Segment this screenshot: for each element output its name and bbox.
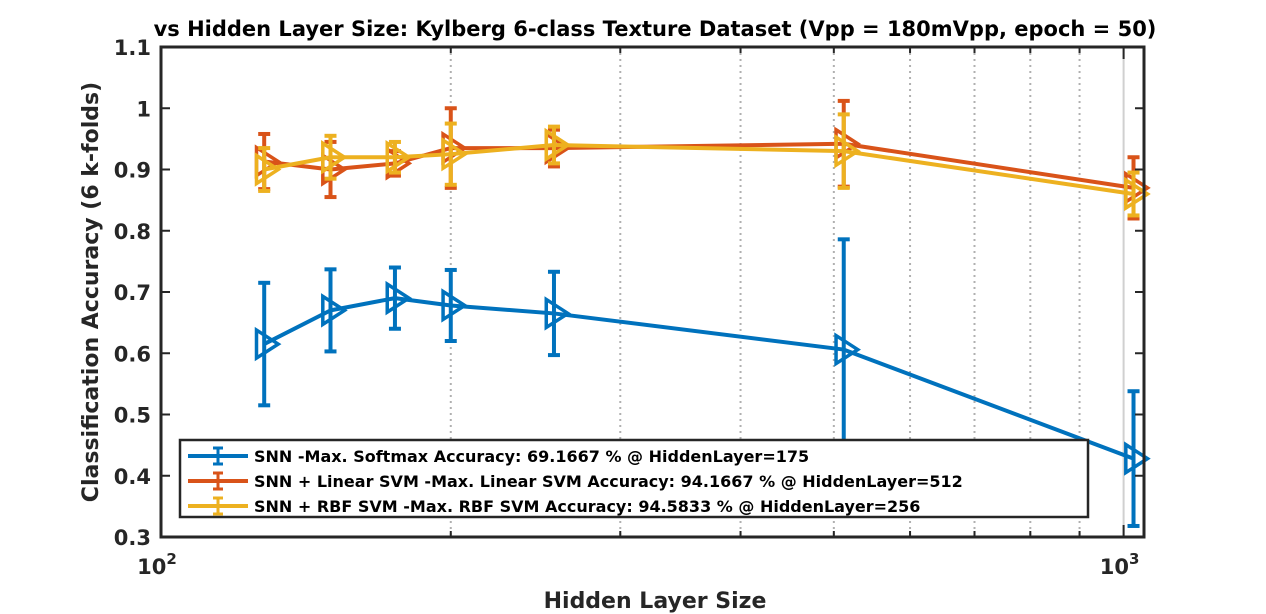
series-1 (254, 237, 1151, 528)
data-point (834, 332, 861, 367)
data-point (1124, 441, 1151, 476)
y-tick-label: 0.4 (114, 465, 151, 489)
chart-title: vs Hidden Layer Size: Kylberg 6-class Te… (154, 17, 1157, 41)
data-point (544, 127, 572, 163)
data-point (834, 133, 861, 169)
data-point (385, 280, 413, 316)
data-point (441, 288, 469, 323)
data-point (1124, 176, 1151, 212)
y-tick-label: 0.8 (114, 220, 151, 244)
data-point (441, 136, 469, 172)
legend-entry-1: SNN -Max. Softmax Accuracy: 69.1667 % @ … (188, 446, 809, 466)
series-3 (254, 112, 1151, 218)
legend-label: SNN + RBF SVM -Max. RBF SVM Accuracy: 94… (254, 497, 920, 516)
legend-entry-3: SNN + RBF SVM -Max. RBF SVM Accuracy: 94… (188, 496, 920, 516)
y-tick-label: 0.9 (114, 159, 151, 183)
data-point (544, 296, 572, 331)
x-tick-label: 103 (1100, 550, 1140, 579)
legend-entry-2: SNN + Linear SVM -Max. Linear SVM Accura… (188, 471, 963, 491)
series-layer (254, 98, 1151, 528)
legend-label: SNN -Max. Softmax Accuracy: 69.1667 % @ … (254, 447, 809, 466)
y-tick-label: 0.7 (114, 281, 151, 305)
y-tick-label: 1 (136, 97, 151, 121)
data-point (385, 140, 413, 175)
data-point (254, 152, 282, 187)
y-tick-label: 1.1 (114, 36, 151, 60)
data-point (321, 293, 348, 328)
legend: SNN -Max. Softmax Accuracy: 69.1667 % @ … (178, 438, 1090, 519)
y-tick-label: 0.6 (114, 342, 151, 366)
y-tick-label: 0.5 (114, 404, 151, 428)
y-tick-label: 0.3 (114, 526, 151, 550)
data-point (254, 326, 282, 362)
x-axis-title: Hidden Layer Size (544, 589, 767, 614)
legend-label: SNN + Linear SVM -Max. Linear SVM Accura… (254, 472, 963, 491)
y-axis-title: Classification Accuracy (6 k-folds) (79, 82, 104, 502)
x-tick-label: 102 (137, 550, 177, 579)
tick-layer: 0.3 0.4 0.5 0.6 0.7 0.8 0.9 1 1.1 102 103 (114, 36, 1144, 579)
legend-box (178, 438, 1090, 519)
data-point (321, 140, 348, 175)
